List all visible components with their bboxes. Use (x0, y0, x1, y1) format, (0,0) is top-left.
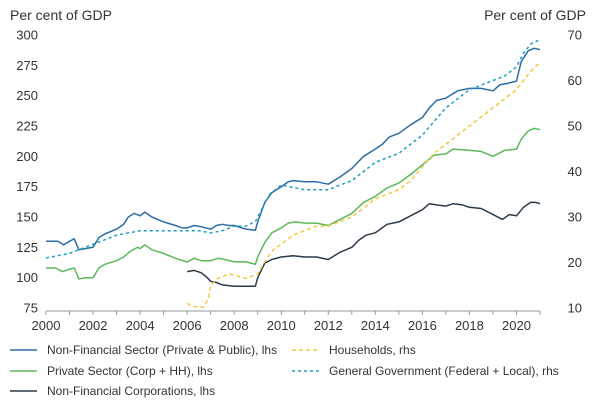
left-tick-label: 275 (16, 58, 38, 73)
left-tick-label: 250 (16, 88, 38, 103)
right-tick-label: 70 (568, 28, 582, 43)
left-axis-unit-label: Per cent of GDP (10, 7, 112, 23)
series-line (46, 127, 541, 280)
legend-label: Private Sector (Corp + HH), lhs (47, 364, 213, 378)
left-tick-label: 125 (16, 240, 38, 255)
x-tick-label: 2006 (173, 318, 202, 333)
x-tick-label: 2000 (32, 318, 61, 333)
x-tick-label: 2016 (408, 318, 437, 333)
x-tick-label: 2004 (126, 318, 155, 333)
x-tick-label: 2010 (267, 318, 296, 333)
left-tick-label: 175 (16, 179, 38, 194)
legend-label: Non-Financial Corporations, lhs (47, 384, 215, 398)
left-tick-label: 150 (16, 210, 38, 225)
x-tick-label: 2012 (314, 318, 343, 333)
right-tick-label: 10 (568, 301, 582, 316)
right-tick-label: 50 (568, 119, 582, 134)
series-line (45, 38, 541, 259)
left-tick-label: 300 (16, 28, 38, 43)
left-axis: 75 100 125 150 175 200 225 250 275 300 (16, 28, 38, 316)
left-tick-label: 225 (16, 119, 38, 134)
right-tick-label: 40 (568, 164, 582, 179)
legend-label: General Government (Federal + Local), rh… (329, 364, 559, 378)
legend-label: Non-Financial Sector (Private & Public),… (47, 343, 277, 357)
series-lines (45, 38, 541, 308)
series-line (46, 47, 541, 251)
x-tick-label: 2018 (455, 318, 484, 333)
legend: Non-Financial Sector (Private & Public),… (10, 343, 559, 398)
left-tick-label: 100 (16, 270, 38, 285)
right-axis-unit-label: Per cent of GDP (484, 7, 586, 23)
x-tick-label: 2020 (502, 318, 531, 333)
x-tick-label: 2002 (79, 318, 108, 333)
left-tick-label: 200 (16, 149, 38, 164)
left-tick-label: 75 (24, 301, 38, 316)
x-axis: 2000 2002 2004 2006 2008 2010 2012 2014 2016 2018… (32, 310, 541, 333)
x-tick-label: 2008 (220, 318, 249, 333)
right-tick-label: 60 (568, 73, 582, 88)
right-tick-label: 30 (568, 210, 582, 225)
x-tick-label: 2014 (361, 318, 390, 333)
legend-label: Households, rhs (329, 343, 416, 357)
right-axis: 10 20 30 40 50 60 70 (568, 28, 582, 316)
right-tick-label: 20 (568, 255, 582, 270)
series-line (186, 61, 541, 308)
series-line (186, 201, 541, 287)
